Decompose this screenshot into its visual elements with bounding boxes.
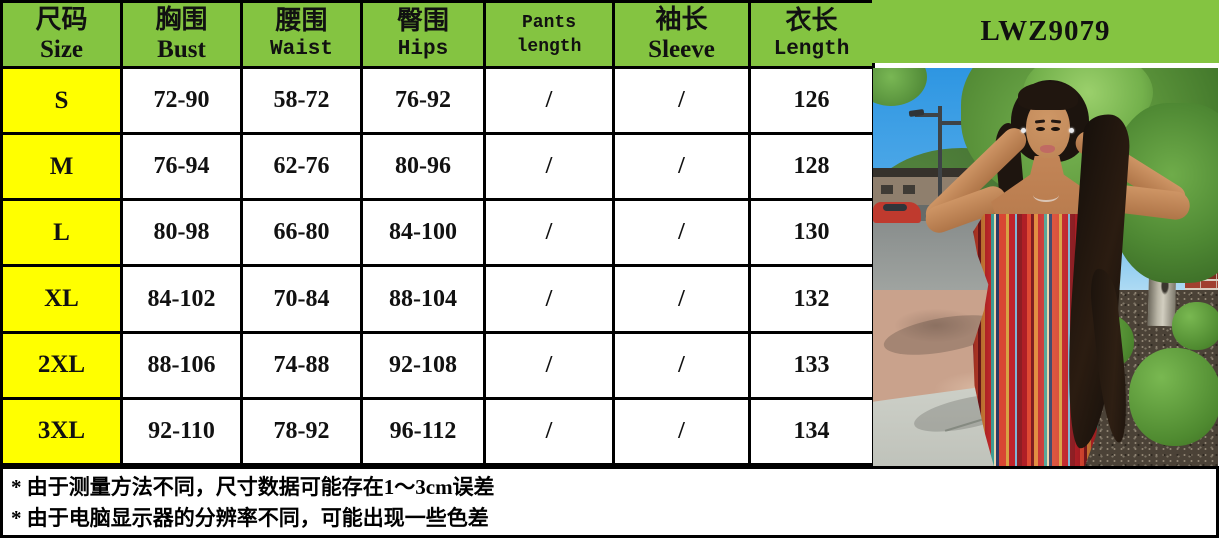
- size-row-s: S 72-90 58-72 76-92 / / 126: [0, 65, 875, 136]
- sleeve-2xl: /: [612, 330, 751, 400]
- col-header-bust: 胸围 Bust: [120, 0, 243, 69]
- model-hair-front: [1018, 82, 1078, 110]
- size-label-m: M: [0, 132, 123, 202]
- footnote-measurement-tolerance: * 由于测量方法不同，尺寸数据可能存在1～3cm误差: [11, 475, 495, 499]
- model-eye: [1036, 127, 1045, 131]
- sleeve-l: /: [612, 198, 751, 268]
- col-header-bust-en: Bust: [157, 36, 206, 63]
- bust-xl: 84-102: [120, 264, 243, 334]
- pants-length-s: /: [483, 65, 615, 136]
- size-label-xl: XL: [0, 264, 123, 334]
- size-row-3xl: 3XL 92-110 78-92 96-112 / / 134: [0, 396, 875, 467]
- hips-l: 84-100: [360, 198, 486, 268]
- sleeve-3xl: /: [612, 396, 751, 467]
- building-window: [903, 185, 915, 194]
- size-chart-header-row: 尺码 Size 胸围 Bust 腰围 Waist 臀围 Hips Pants l…: [0, 0, 875, 69]
- col-header-sleeve-zh: 袖长: [655, 5, 708, 34]
- length-xl: 132: [748, 264, 875, 334]
- col-header-length-en: Length: [773, 38, 850, 61]
- col-header-size: 尺码 Size: [0, 0, 123, 69]
- col-header-pants-line1: Pants: [521, 12, 576, 33]
- pants-length-l: /: [483, 198, 615, 268]
- bush: [1172, 302, 1218, 350]
- car-window: [883, 204, 907, 211]
- col-header-size-zh: 尺码: [35, 5, 88, 34]
- hips-s: 76-92: [360, 65, 486, 136]
- waist-2xl: 74-88: [240, 330, 363, 400]
- col-header-sleeve: 袖长 Sleeve: [612, 0, 751, 69]
- hips-3xl: 96-112: [360, 396, 486, 467]
- waist-m: 62-76: [240, 132, 363, 202]
- sleeve-m: /: [612, 132, 751, 202]
- model-necklace: [1033, 188, 1059, 202]
- size-label-s: S: [0, 65, 123, 136]
- col-header-length: 衣长 Length: [748, 0, 875, 69]
- bust-3xl: 92-110: [120, 396, 243, 467]
- product-code-banner: LWZ9079: [872, 0, 1219, 63]
- tree-canopy: [873, 68, 927, 106]
- size-row-l: L 80-98 66-80 84-100 / / 130: [0, 198, 875, 268]
- footnotes-box: * 由于测量方法不同，尺寸数据可能存在1～3cm误差 * 由于电脑显示器的分辨率…: [0, 466, 1219, 538]
- col-header-pants-line2: length: [516, 36, 582, 57]
- col-header-waist: 腰围 Waist: [240, 0, 363, 69]
- street-lamp-arm: [915, 113, 942, 117]
- product-code: LWZ9079: [980, 15, 1111, 47]
- size-label-3xl: 3XL: [0, 396, 123, 467]
- hips-xl: 88-104: [360, 264, 486, 334]
- length-s: 126: [748, 65, 875, 136]
- col-header-hips-zh: 臀围: [396, 6, 449, 35]
- col-header-length-zh: 衣长: [785, 6, 838, 35]
- size-label-l: L: [0, 198, 123, 268]
- model-earring: [1069, 128, 1074, 133]
- pants-length-3xl: /: [483, 396, 615, 467]
- waist-3xl: 78-92: [240, 396, 363, 467]
- bush: [1129, 348, 1218, 446]
- sleeve-s: /: [612, 65, 751, 136]
- bust-l: 80-98: [120, 198, 243, 268]
- size-chart-table: 尺码 Size 胸围 Bust 腰围 Waist 臀围 Hips Pants l…: [0, 0, 875, 467]
- size-row-xl: XL 84-102 70-84 88-104 / / 132: [0, 264, 875, 334]
- col-header-waist-zh: 腰围: [275, 6, 328, 35]
- waist-xl: 70-84: [240, 264, 363, 334]
- red-car: [873, 202, 921, 223]
- footnote-color-difference: * 由于电脑显示器的分辨率不同，可能出现一些色差: [11, 506, 489, 530]
- waist-l: 66-80: [240, 198, 363, 268]
- bust-m: 76-94: [120, 132, 243, 202]
- model-earring: [1021, 128, 1026, 133]
- pants-length-2xl: /: [483, 330, 615, 400]
- sleeve-xl: /: [612, 264, 751, 334]
- waist-s: 58-72: [240, 65, 363, 136]
- building-window: [881, 185, 893, 194]
- col-header-size-en: Size: [39, 36, 84, 63]
- col-header-hips: 臀围 Hips: [360, 0, 486, 69]
- col-header-waist-en: Waist: [269, 38, 333, 61]
- hips-2xl: 92-108: [360, 330, 486, 400]
- street-lamp-pole: [938, 106, 942, 220]
- pants-length-xl: /: [483, 264, 615, 334]
- size-row-m: M 76-94 62-76 80-96 / / 128: [0, 132, 875, 202]
- model-photo: [873, 68, 1218, 466]
- size-label-2xl: 2XL: [0, 330, 123, 400]
- length-3xl: 134: [748, 396, 875, 467]
- model-lips: [1040, 145, 1055, 153]
- model-eye: [1051, 127, 1060, 131]
- col-header-hips-en: Hips: [397, 38, 449, 61]
- street-lamp-arm: [940, 121, 969, 125]
- size-row-2xl: 2XL 88-106 74-88 92-108 / / 133: [0, 330, 875, 400]
- col-header-sleeve-en: Sleeve: [648, 36, 715, 63]
- length-m: 128: [748, 132, 875, 202]
- bust-2xl: 88-106: [120, 330, 243, 400]
- col-header-bust-zh: 胸围: [155, 5, 208, 34]
- bust-s: 72-90: [120, 65, 243, 136]
- pants-length-m: /: [483, 132, 615, 202]
- col-header-pants-length: Pants length: [483, 0, 615, 69]
- length-l: 130: [748, 198, 875, 268]
- hips-m: 80-96: [360, 132, 486, 202]
- length-2xl: 133: [748, 330, 875, 400]
